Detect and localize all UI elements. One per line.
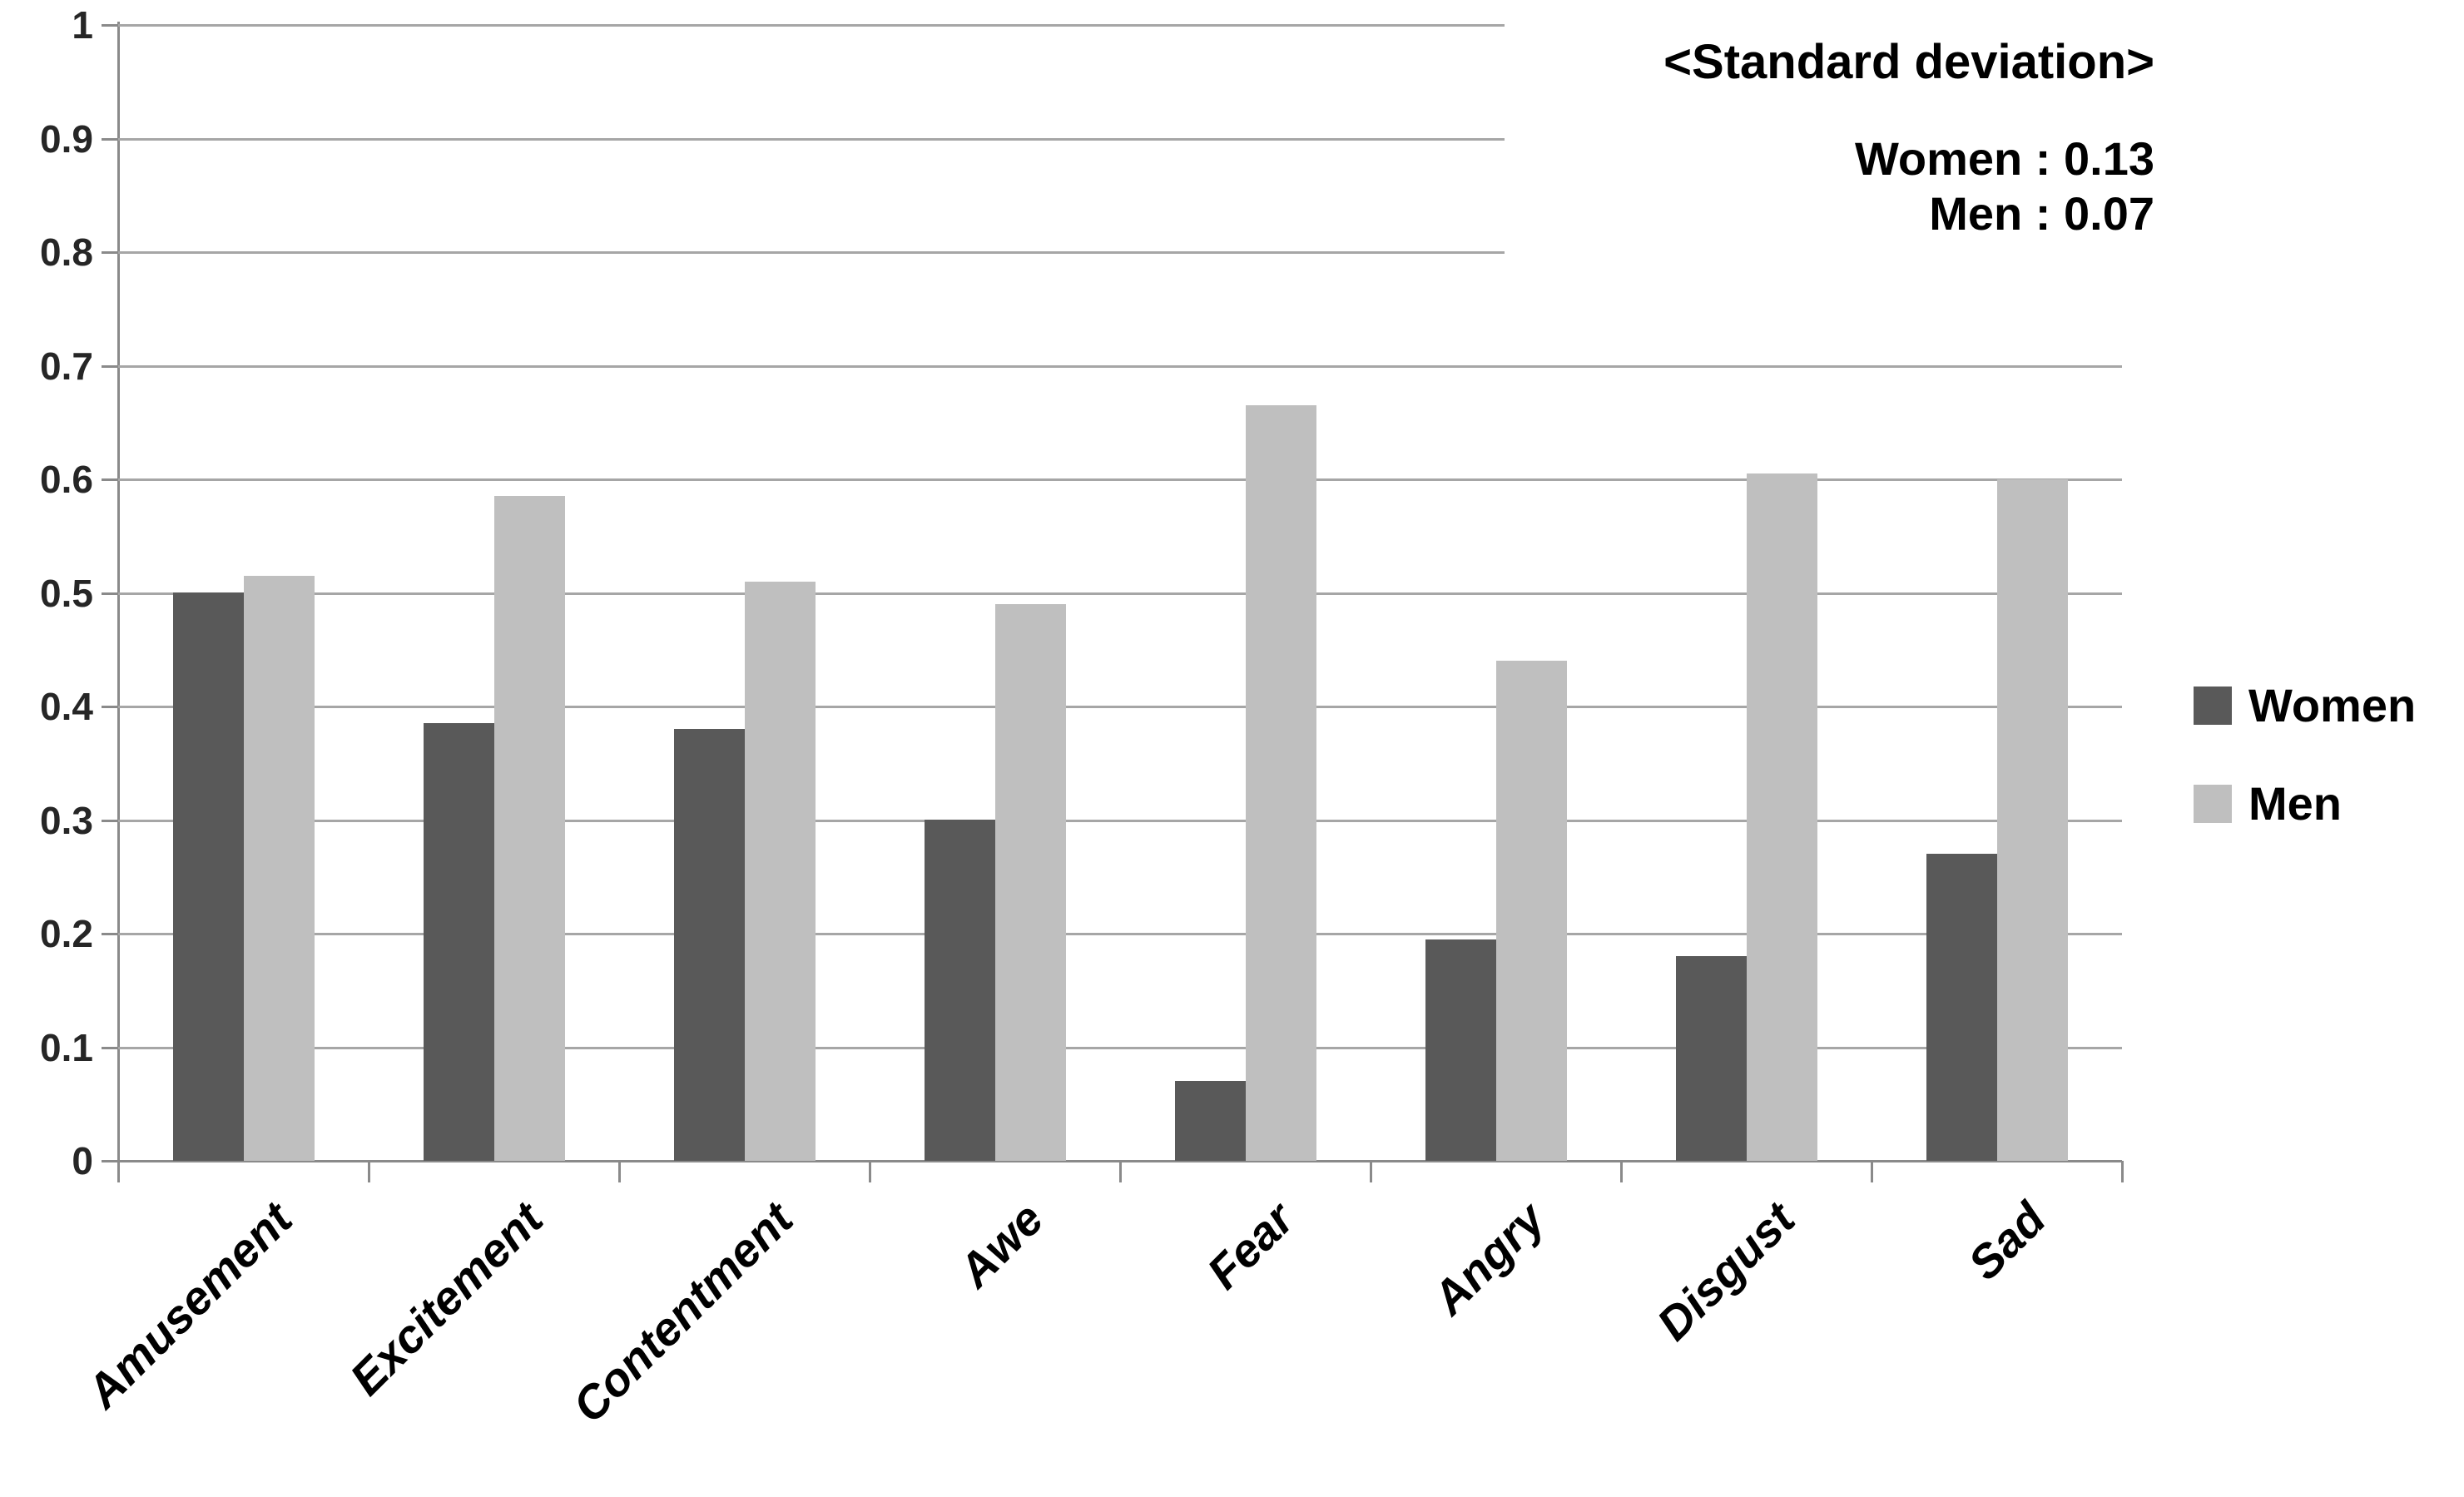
bar-women-excitement xyxy=(423,723,494,1161)
y-axis-tick xyxy=(102,933,118,935)
x-axis-label: Sad xyxy=(1957,1192,2055,1290)
bar-women-sad xyxy=(1926,854,1997,1161)
bar-men-excitement xyxy=(493,496,565,1161)
bar-men-sad xyxy=(1996,479,2068,1161)
x-axis-label: Angry xyxy=(1421,1192,1554,1325)
y-axis-tick xyxy=(102,251,118,254)
y-axis-label: 0 xyxy=(72,1139,93,1182)
y-axis-label: 0.5 xyxy=(40,572,93,615)
gridline xyxy=(118,251,1505,254)
y-axis-tick xyxy=(102,820,118,822)
y-axis-label: 0.2 xyxy=(40,912,93,955)
y-axis-label: 0.7 xyxy=(40,345,93,388)
bar-women-amusement xyxy=(172,592,244,1161)
standard-deviation-annotation: <Standard deviation> Women : 0.13 Men : … xyxy=(1663,35,2154,241)
x-axis-tick xyxy=(117,1161,120,1182)
y-axis-line xyxy=(117,22,120,1180)
plot-area xyxy=(118,24,2122,1162)
legend-swatch-women xyxy=(2194,687,2232,725)
gridline xyxy=(118,138,1505,141)
bar-men-contentment xyxy=(744,582,816,1161)
y-axis-tick xyxy=(102,24,118,27)
x-axis-label: Excitement xyxy=(339,1192,553,1405)
y-axis-label: 0.9 xyxy=(40,117,93,161)
gridline xyxy=(118,478,2122,481)
legend-swatch-men xyxy=(2194,785,2232,823)
legend-item-men: Men xyxy=(2194,781,2416,827)
legend: Women Men xyxy=(2194,682,2416,827)
y-axis-label: 1 xyxy=(72,3,93,47)
gridline xyxy=(118,706,2122,708)
gridline xyxy=(118,592,2122,595)
bar-women-contentment xyxy=(673,729,745,1161)
bar-women-angry xyxy=(1425,939,1496,1161)
y-axis-tick xyxy=(102,1047,118,1049)
bar-men-angry xyxy=(1495,661,1567,1161)
y-axis-tick xyxy=(102,706,118,708)
y-axis-label: 0.8 xyxy=(40,230,93,274)
bar-men-disgust xyxy=(1746,473,1817,1161)
y-axis-tick xyxy=(102,1160,118,1162)
bar-women-awe xyxy=(924,820,995,1161)
legend-label-men: Men xyxy=(2248,777,2342,830)
y-axis-tick xyxy=(102,365,118,368)
y-axis-tick xyxy=(102,592,118,595)
y-axis-label: 0.1 xyxy=(40,1026,93,1069)
annotation-women-sd: Women : 0.13 xyxy=(1855,132,2154,185)
bar-men-awe xyxy=(994,604,1066,1161)
x-axis-tick xyxy=(2121,1161,2124,1182)
x-axis-label: Contentment xyxy=(563,1192,803,1433)
gridline xyxy=(118,1047,2122,1049)
x-axis-tick xyxy=(1119,1161,1122,1182)
legend-item-women: Women xyxy=(2194,682,2416,729)
gridline xyxy=(118,933,2122,935)
x-axis-tick xyxy=(1370,1161,1372,1182)
y-axis-label: 0.4 xyxy=(40,685,93,728)
x-axis-tick xyxy=(869,1161,871,1182)
x-axis-tick xyxy=(368,1161,370,1182)
x-axis-tick xyxy=(1871,1161,1873,1182)
x-axis-label: Fear xyxy=(1197,1192,1304,1299)
y-axis-tick xyxy=(102,478,118,481)
annotation-title: <Standard deviation> xyxy=(1663,35,2154,89)
gridline xyxy=(118,365,2122,368)
bar-men-fear xyxy=(1245,405,1316,1161)
x-axis-label: Awe xyxy=(948,1192,1054,1297)
x-axis-tick xyxy=(1620,1161,1623,1182)
x-axis-label: Amusement xyxy=(76,1192,302,1418)
legend-label-women: Women xyxy=(2248,679,2417,731)
x-axis-tick xyxy=(618,1161,621,1182)
y-axis-tick xyxy=(102,138,118,141)
y-axis-label: 0.6 xyxy=(40,458,93,501)
y-axis-label: 0.3 xyxy=(40,799,93,842)
gridline xyxy=(118,24,1505,27)
annotation-men-sd: Men : 0.07 xyxy=(1929,187,2154,240)
gridline xyxy=(118,820,2122,822)
x-axis-label: Disgust xyxy=(1646,1192,1805,1351)
bar-men-amusement xyxy=(243,576,315,1161)
bar-women-disgust xyxy=(1675,956,1747,1161)
bar-women-fear xyxy=(1174,1081,1246,1161)
